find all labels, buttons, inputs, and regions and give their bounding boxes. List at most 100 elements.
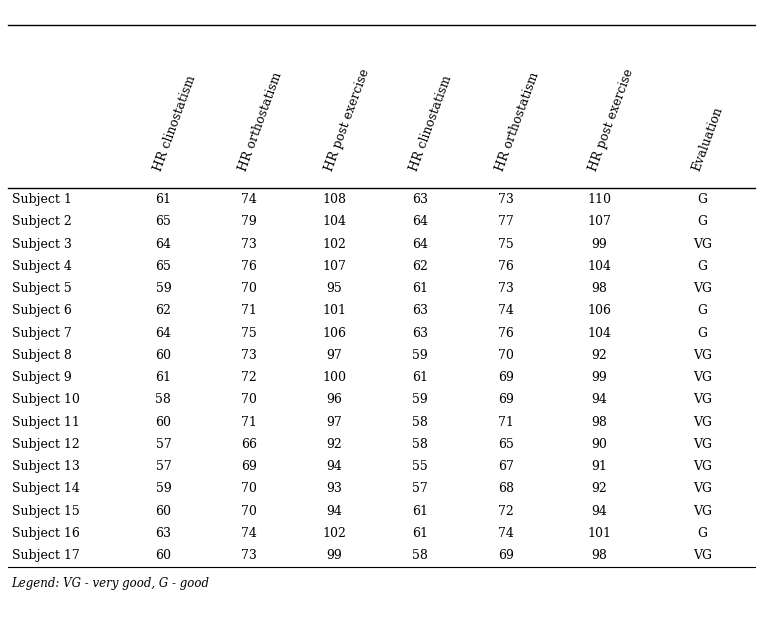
Text: 59: 59	[412, 393, 428, 407]
Text: 72: 72	[498, 504, 513, 518]
Text: 99: 99	[327, 549, 342, 562]
Text: 92: 92	[591, 349, 607, 362]
Text: 107: 107	[587, 215, 611, 229]
Text: 75: 75	[241, 326, 257, 340]
Text: 61: 61	[156, 193, 171, 206]
Text: 94: 94	[327, 504, 342, 518]
Text: 65: 65	[156, 215, 171, 229]
Text: 62: 62	[156, 304, 171, 318]
Text: 71: 71	[498, 415, 513, 429]
Text: G: G	[697, 527, 707, 540]
Text: 98: 98	[591, 415, 607, 429]
Text: Subject 5: Subject 5	[12, 282, 72, 295]
Text: 74: 74	[498, 527, 513, 540]
Text: 59: 59	[412, 349, 428, 362]
Text: 60: 60	[156, 415, 171, 429]
Text: 61: 61	[412, 282, 428, 295]
Text: HR orthostatism: HR orthostatism	[237, 70, 285, 173]
Text: 101: 101	[587, 527, 611, 540]
Text: Subject 11: Subject 11	[12, 415, 79, 429]
Text: 74: 74	[498, 304, 513, 318]
Text: HR clinostatism: HR clinostatism	[151, 74, 198, 173]
Text: 67: 67	[498, 460, 513, 473]
Text: Subject 16: Subject 16	[12, 527, 79, 540]
Text: 70: 70	[241, 482, 257, 496]
Text: Subject 15: Subject 15	[12, 504, 79, 518]
Text: 73: 73	[241, 237, 257, 251]
Text: 72: 72	[241, 371, 257, 384]
Text: 64: 64	[412, 215, 428, 229]
Text: 77: 77	[498, 215, 513, 229]
Text: 76: 76	[498, 326, 513, 340]
Text: 74: 74	[241, 527, 257, 540]
Text: 98: 98	[591, 282, 607, 295]
Text: VG: VG	[692, 371, 712, 384]
Text: 63: 63	[412, 326, 428, 340]
Text: HR post exercise: HR post exercise	[587, 67, 636, 173]
Text: 96: 96	[327, 393, 342, 407]
Text: Subject 12: Subject 12	[12, 438, 79, 451]
Text: 74: 74	[241, 193, 257, 206]
Text: 60: 60	[156, 349, 171, 362]
Text: Subject 6: Subject 6	[12, 304, 72, 318]
Text: G: G	[697, 326, 707, 340]
Text: 65: 65	[156, 260, 171, 273]
Text: 70: 70	[241, 393, 257, 407]
Text: Legend: VG - very good, G - good: Legend: VG - very good, G - good	[12, 577, 209, 590]
Text: 57: 57	[412, 482, 428, 496]
Text: VG: VG	[692, 549, 712, 562]
Text: Subject 17: Subject 17	[12, 549, 79, 562]
Text: 98: 98	[591, 549, 607, 562]
Text: Subject 2: Subject 2	[12, 215, 72, 229]
Text: G: G	[697, 304, 707, 318]
Text: Subject 8: Subject 8	[12, 349, 72, 362]
Text: 108: 108	[323, 193, 346, 206]
Text: VG: VG	[692, 415, 712, 429]
Text: 59: 59	[156, 482, 171, 496]
Text: 99: 99	[591, 371, 607, 384]
Text: Subject 3: Subject 3	[12, 237, 72, 251]
Text: 64: 64	[156, 326, 171, 340]
Text: 110: 110	[587, 193, 611, 206]
Text: HR clinostatism: HR clinostatism	[408, 74, 454, 173]
Text: G: G	[697, 215, 707, 229]
Text: HR post exercise: HR post exercise	[322, 67, 371, 173]
Text: 58: 58	[156, 393, 171, 407]
Text: 61: 61	[412, 371, 428, 384]
Text: 57: 57	[156, 438, 171, 451]
Text: Subject 4: Subject 4	[12, 260, 72, 273]
Text: 68: 68	[498, 482, 513, 496]
Text: 63: 63	[412, 193, 428, 206]
Text: 58: 58	[412, 438, 428, 451]
Text: 73: 73	[241, 349, 257, 362]
Text: HR orthostatism: HR orthostatism	[493, 70, 541, 173]
Text: 58: 58	[412, 415, 428, 429]
Text: VG: VG	[692, 282, 712, 295]
Text: 66: 66	[241, 438, 257, 451]
Text: 69: 69	[241, 460, 257, 473]
Text: 69: 69	[498, 371, 513, 384]
Text: VG: VG	[692, 482, 712, 496]
Text: 61: 61	[412, 504, 428, 518]
Text: 93: 93	[327, 482, 342, 496]
Text: Subject 13: Subject 13	[12, 460, 79, 473]
Text: 55: 55	[412, 460, 428, 473]
Text: 71: 71	[241, 415, 257, 429]
Text: 69: 69	[498, 549, 513, 562]
Text: 95: 95	[327, 282, 342, 295]
Text: 63: 63	[156, 527, 171, 540]
Text: 61: 61	[412, 527, 428, 540]
Text: 92: 92	[327, 438, 342, 451]
Text: 59: 59	[156, 282, 171, 295]
Text: 60: 60	[156, 504, 171, 518]
Text: G: G	[697, 193, 707, 206]
Text: Subject 9: Subject 9	[12, 371, 72, 384]
Text: 76: 76	[498, 260, 513, 273]
Text: 70: 70	[241, 282, 257, 295]
Text: 79: 79	[241, 215, 257, 229]
Text: 94: 94	[591, 504, 607, 518]
Text: 92: 92	[591, 482, 607, 496]
Text: VG: VG	[692, 460, 712, 473]
Text: 101: 101	[323, 304, 346, 318]
Text: 57: 57	[156, 460, 171, 473]
